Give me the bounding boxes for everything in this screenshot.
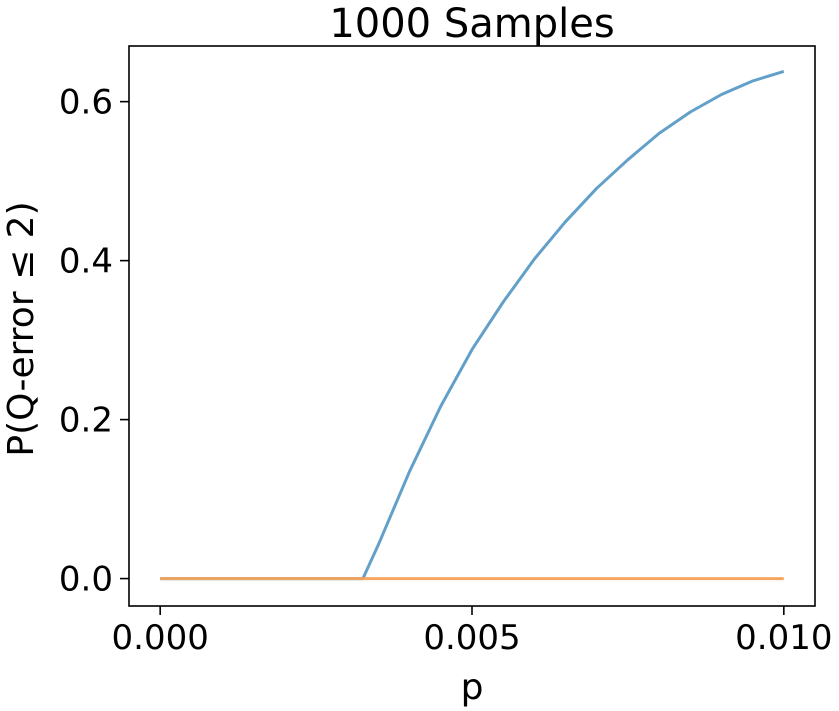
chart-title: 1000 Samples xyxy=(329,1,614,47)
plot-area xyxy=(160,69,785,581)
x-tick-label-1: 0.005 xyxy=(423,618,520,658)
x-tick-label-2: 0.010 xyxy=(735,618,832,658)
y-tick-label-3: 0.6 xyxy=(59,83,113,123)
y-tick-label-2: 0.4 xyxy=(59,242,113,282)
y-axis-label: P(Q-error ≤ 2) xyxy=(1,201,42,456)
y-tick-label-1: 0.2 xyxy=(59,401,113,441)
x-axis-label: p xyxy=(461,667,484,707)
x-axis-ticks: 0.000 0.005 0.010 xyxy=(112,606,832,658)
y-tick-label-0: 0.0 xyxy=(59,560,113,600)
series-line-1 xyxy=(160,69,785,581)
plot-frame xyxy=(128,45,816,607)
x-tick-label-0: 0.000 xyxy=(112,618,209,658)
y-axis-ticks: 0.0 0.2 0.4 0.6 xyxy=(59,83,129,600)
